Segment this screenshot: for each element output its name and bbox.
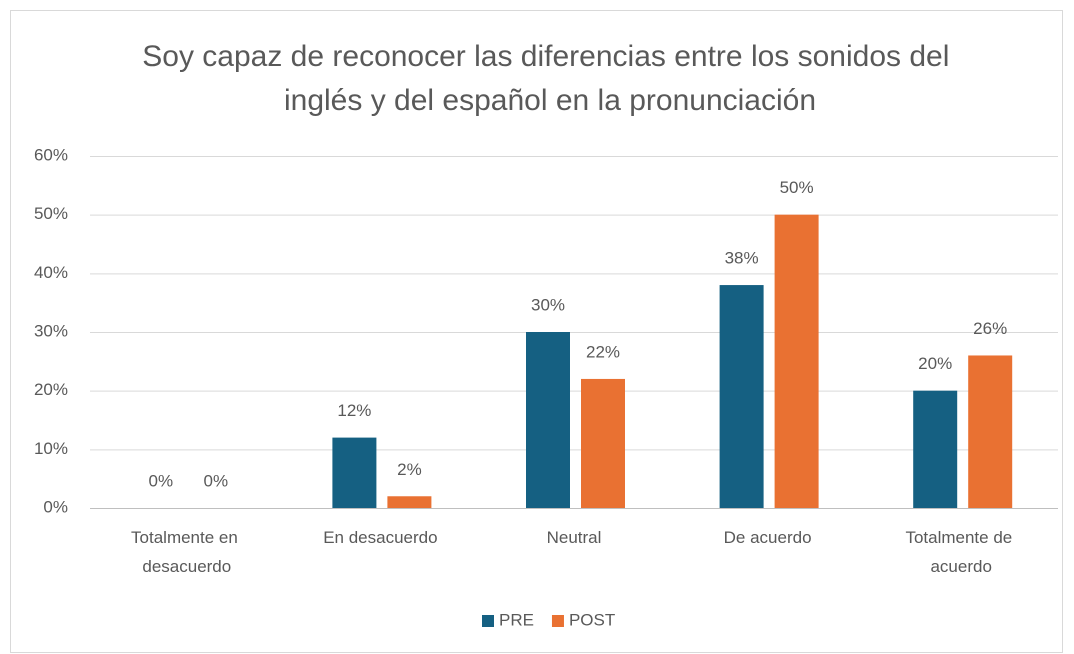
data-label: 50% [780,178,814,197]
legend-swatch [551,615,564,627]
data-label: 12% [337,401,371,420]
x-tick-label: En desacuerdo [323,528,437,547]
data-label: 38% [725,249,759,268]
data-label: 2% [397,460,422,479]
legend-swatch [482,615,494,627]
y-tick-label: 50% [34,204,68,223]
y-tick-label: 60% [34,145,68,164]
bar [387,496,432,508]
bar [526,332,570,508]
x-tick-label: Totalmente de acuerdo [905,528,1017,576]
y-tick-label: 10% [34,439,68,458]
data-label: 22% [586,342,620,361]
data-label: 20% [918,354,952,373]
bar [774,214,819,508]
bar [332,437,377,508]
y-tick-label: 40% [34,263,68,282]
x-tick-label: Totalmente en desacuerdo [131,528,243,576]
data-label: 26% [973,319,1007,338]
bar [968,355,1013,508]
y-tick-label: 30% [34,321,68,340]
bar [719,285,764,508]
x-tick-label: Neutral [547,528,602,547]
y-tick-label: 20% [34,380,68,399]
bar [913,390,958,508]
chart-frame [10,10,1063,653]
chart-title: Soy capaz de reconocer las diferencias e… [142,40,957,117]
bar [581,378,625,508]
data-label: 0% [204,471,229,490]
legend-label: PRE [499,610,534,629]
legend-label: POST [569,610,615,629]
x-tick-label: De acuerdo [724,528,812,547]
data-label: 0% [149,471,174,490]
y-tick-label: 0% [43,497,68,516]
data-label: 30% [531,295,565,314]
